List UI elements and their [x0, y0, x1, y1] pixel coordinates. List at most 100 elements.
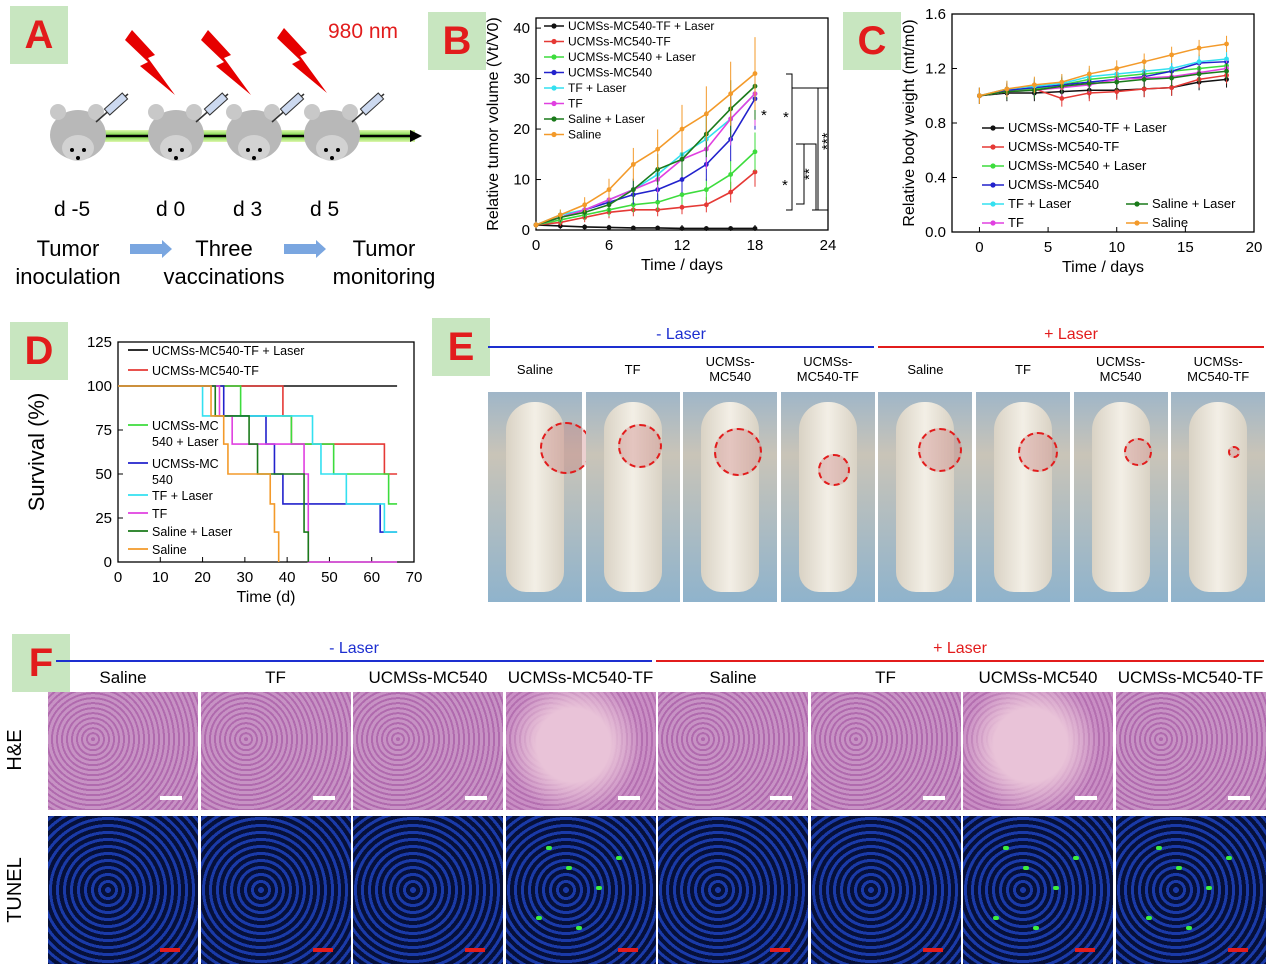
- legend-label: 540: [152, 473, 173, 487]
- apoptotic-cell-marker: [1073, 856, 1079, 860]
- x-tick-label: 40: [279, 569, 296, 586]
- panel-label-e: E: [432, 318, 490, 376]
- column-label: UCMSs-MC540-TF: [507, 668, 654, 687]
- day-label: d 5: [310, 198, 339, 221]
- significance-bracket: [786, 73, 793, 211]
- tumor-marker-circle: [618, 424, 662, 468]
- lightning-bolt-icon: [201, 30, 251, 95]
- mouse-photo: [585, 392, 680, 602]
- data-point: [703, 187, 709, 193]
- mouse-photo: [1171, 392, 1266, 602]
- mouse-body: [1091, 402, 1150, 592]
- data-point: [655, 146, 661, 152]
- tunel-stain-image: [1115, 816, 1266, 964]
- survival-curve-3: [118, 385, 398, 533]
- photo-caption: Saline: [516, 362, 554, 377]
- data-point: [679, 192, 685, 198]
- significance-star: *: [782, 177, 788, 194]
- scale-bar: [160, 948, 180, 952]
- apoptotic-cell-marker: [1003, 846, 1009, 850]
- column-label: Saline: [99, 668, 147, 687]
- panel-label-a: A: [10, 6, 68, 64]
- data-point: [679, 156, 685, 162]
- column-label: TF: [875, 668, 896, 687]
- tumor-marker-circle: [1018, 432, 1058, 472]
- data-point: [728, 91, 734, 97]
- tumor-marker-circle: [540, 422, 592, 474]
- data-point: [1059, 96, 1065, 101]
- tumor-marker-circle: [1124, 438, 1152, 466]
- data-point: [582, 224, 588, 230]
- survival-chart: 0 10 20 30 40 50 60 70 0 25 50 75 100 125 Time (d) Surv…: [24, 334, 423, 606]
- legend-marker: [990, 182, 996, 188]
- significance-bracket: [804, 143, 817, 210]
- mouse-body: [798, 402, 857, 592]
- column-label: Saline: [709, 668, 757, 687]
- legend-marker: [551, 69, 557, 76]
- legend-marker: [551, 38, 557, 45]
- data-point: [679, 126, 685, 132]
- he-stain-image: [200, 692, 351, 810]
- row-label: H&E: [4, 729, 26, 771]
- apoptotic-cell-marker: [575, 926, 582, 930]
- data-point: [1141, 86, 1147, 92]
- group-divider-line: [656, 660, 1264, 662]
- column-label: TF: [265, 668, 286, 687]
- series-line-3: [979, 60, 1227, 97]
- x-tick-label: 5: [1044, 239, 1052, 256]
- data-point: [679, 204, 685, 210]
- panel-label-b: B: [428, 12, 486, 70]
- legend-marker: [551, 54, 557, 60]
- tunel-stain-image: [48, 816, 198, 964]
- y-tick-label: 1.6: [925, 6, 946, 23]
- apoptotic-cell-marker: [1225, 856, 1232, 860]
- significance-bracket: [791, 76, 819, 211]
- column-label: UCMSs-MC540: [368, 668, 488, 687]
- series-line-1: [535, 171, 756, 226]
- apoptotic-cell-marker: [1145, 916, 1152, 920]
- significance-bracket: [818, 87, 829, 211]
- data-point: [703, 202, 709, 208]
- scale-bar: [617, 796, 640, 800]
- y-tick-label: 10: [513, 172, 530, 189]
- syringe-icon: [351, 92, 385, 123]
- data-point: [1224, 68, 1229, 74]
- scale-bar: [465, 948, 485, 952]
- photo-caption: TF: [624, 362, 641, 377]
- apoptotic-cell-marker: [545, 846, 552, 850]
- legend-marker: [990, 220, 996, 226]
- legend-label: UCMSs-MC540-TF + Laser: [152, 344, 304, 358]
- y-tick-label: 0.4: [925, 170, 946, 187]
- survival-curve-7: [118, 385, 280, 562]
- legend-marker: [1134, 201, 1140, 207]
- step-label: Three: [195, 236, 252, 261]
- legend-label: Saline: [152, 543, 187, 557]
- apoptotic-cell-marker: [565, 866, 572, 870]
- survival-curve-4: [118, 385, 398, 533]
- mouse-photo: [878, 392, 973, 602]
- wavelength-label: 980 nm: [328, 20, 398, 43]
- mouse-photo: [1073, 392, 1168, 602]
- data-point: [1004, 86, 1010, 92]
- data-point: [1114, 89, 1120, 95]
- y-tick-label: 0.0: [925, 224, 946, 241]
- row-label: TUNEL: [4, 857, 26, 923]
- legend-marker: [551, 23, 557, 29]
- data-point: [977, 93, 982, 99]
- data-point: [1196, 71, 1202, 77]
- x-tick-label: 18: [747, 237, 764, 254]
- legend-label: UCMSs-MC: [152, 457, 219, 471]
- flow-arrow-icon: [284, 240, 326, 258]
- x-tick-label: 70: [406, 569, 423, 586]
- data-point: [1169, 85, 1175, 90]
- he-stain-image: [48, 692, 198, 810]
- legend-marker: [551, 100, 557, 107]
- legend-label: UCMSs-MC540-TF: [1008, 139, 1119, 154]
- y-tick-label: 40: [513, 20, 530, 37]
- y-tick-label: 1.2: [925, 61, 946, 78]
- series-line-2: [535, 151, 756, 226]
- day-label: d -5: [54, 198, 90, 221]
- day-label: d 0: [156, 198, 185, 221]
- data-point: [1169, 75, 1175, 81]
- y-tick-label: 20: [513, 121, 530, 138]
